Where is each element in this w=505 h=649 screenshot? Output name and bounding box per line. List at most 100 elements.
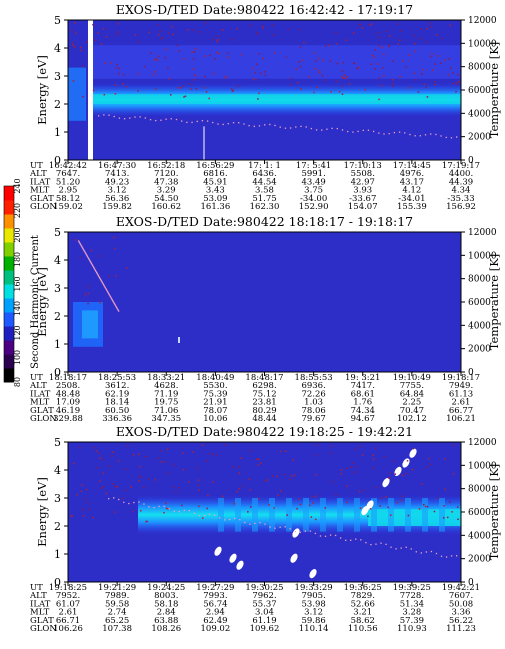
noise-dot xyxy=(294,474,296,476)
noise-dot xyxy=(204,75,206,78)
noise-dot xyxy=(168,78,171,80)
table-cell: 106.21 xyxy=(446,414,476,424)
panel-1: EXOS-D/TED Date:980422 16:42:42 - 17:19:… xyxy=(29,2,501,212)
noise-dot xyxy=(315,518,317,521)
noise-dot xyxy=(383,456,386,458)
trace-dot xyxy=(198,514,201,517)
trace-dot xyxy=(93,267,95,270)
noise-dot xyxy=(143,486,145,488)
trace-dot xyxy=(104,287,106,289)
table-cell: 49.23 xyxy=(105,177,129,187)
noise-dot xyxy=(117,460,120,462)
table-cell: 58.62 xyxy=(351,616,375,626)
background-band xyxy=(92,45,461,79)
noise-dot xyxy=(191,29,194,31)
white-blob xyxy=(409,448,417,458)
table-cell: 154.07 xyxy=(348,202,378,212)
noise-dot xyxy=(167,508,169,510)
trace-dot xyxy=(98,275,100,278)
noise-dot xyxy=(346,485,348,487)
trace-dot xyxy=(181,120,183,122)
trace-dot xyxy=(334,534,337,537)
table-cell: 110.56 xyxy=(348,624,378,634)
noise-dot xyxy=(125,489,127,492)
table-cell: 4976. xyxy=(400,169,424,179)
noise-dot xyxy=(95,450,98,452)
trace-dot xyxy=(430,133,432,135)
table-cell: 19:10:49 xyxy=(393,373,431,383)
noise-dot xyxy=(412,447,415,450)
noise-dot xyxy=(188,481,190,483)
trace-dot xyxy=(305,126,307,128)
trace-dot xyxy=(331,127,333,130)
noise-dot xyxy=(394,473,397,475)
noise-dot xyxy=(102,485,104,488)
trace-dot xyxy=(456,555,458,557)
noise-dot xyxy=(346,501,349,504)
noise-dot xyxy=(201,517,204,519)
trace-dot xyxy=(336,127,338,130)
noise-dot xyxy=(341,70,344,72)
trace-dot xyxy=(116,308,119,310)
noise-dot xyxy=(154,479,156,481)
noise-dot xyxy=(429,22,432,25)
noise-dot xyxy=(144,455,147,458)
noise-dot xyxy=(452,472,455,475)
table-cell: 2.84 xyxy=(157,608,176,618)
trace-dot xyxy=(93,266,95,269)
table-cell: 2508. xyxy=(56,381,80,391)
white-blob xyxy=(292,528,300,538)
noise-dot xyxy=(352,462,355,464)
noise-dot xyxy=(114,247,117,250)
trace-dot xyxy=(329,534,332,536)
trace-dot xyxy=(175,118,178,121)
noise-dot xyxy=(116,63,118,66)
colorbar-segment xyxy=(4,242,14,257)
trace-dot xyxy=(118,310,120,312)
noise-dot xyxy=(236,490,239,493)
noise-dot xyxy=(165,48,167,51)
noise-dot xyxy=(80,46,82,49)
table-cell: 54.50 xyxy=(154,194,178,204)
noise-dot xyxy=(79,446,81,449)
noise-dot xyxy=(102,472,105,475)
trace-dot xyxy=(388,132,390,135)
noise-dot xyxy=(422,68,425,71)
noise-dot xyxy=(218,52,221,55)
table-cell: 2.61 xyxy=(59,608,78,618)
table-cell: 7607. xyxy=(449,591,473,601)
noise-dot xyxy=(100,487,102,489)
trace-dot xyxy=(108,114,110,116)
trace-dot xyxy=(419,135,421,137)
trace-dot xyxy=(113,302,115,304)
table-cell: 70.47 xyxy=(400,406,424,416)
noise-dot xyxy=(258,53,260,55)
trace-dot xyxy=(168,508,170,510)
band-stripe xyxy=(235,498,241,532)
table-cell: 48.48 xyxy=(56,389,80,399)
noise-dot xyxy=(274,52,276,54)
noise-dot xyxy=(431,53,433,55)
y-right-tick-label: 6000 xyxy=(468,86,491,96)
trace-dot xyxy=(103,114,105,116)
y-tick-label: 3 xyxy=(54,282,61,295)
noise-dot xyxy=(207,494,209,496)
noise-dot xyxy=(330,452,332,454)
noise-dot xyxy=(428,457,430,460)
y-right-tick-label: 2000 xyxy=(468,345,491,355)
table-cell: 60.50 xyxy=(105,406,129,416)
noise-dot xyxy=(138,480,140,482)
noise-dot xyxy=(224,444,227,446)
table-cell: 7952. xyxy=(56,591,80,601)
noise-dot xyxy=(423,83,425,86)
noise-dot xyxy=(157,55,160,58)
table-cell: 71.06 xyxy=(154,406,178,416)
noise-dot xyxy=(392,85,395,87)
noise-dot xyxy=(97,32,99,34)
colorbar: 80 100 120 140 160 180 200 220 240 Second Harmoni… xyxy=(3,178,41,387)
row-label-ut: UT xyxy=(30,161,43,171)
table-cell: 4.34 xyxy=(452,186,471,196)
y-right-tick-label: 12000 xyxy=(468,16,497,26)
noise-dot xyxy=(206,507,208,510)
noise-dot xyxy=(216,40,218,43)
